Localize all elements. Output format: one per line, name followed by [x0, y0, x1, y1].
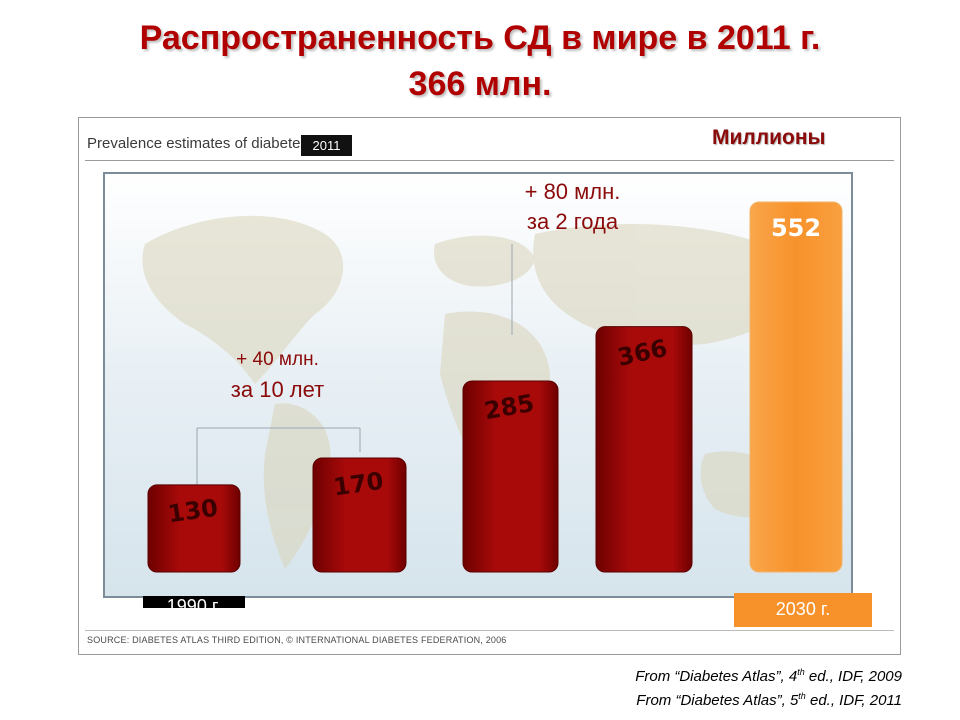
bar-4 — [749, 201, 843, 573]
footnote-1-sup: th — [797, 667, 805, 677]
annotation-second: + 80 млн. за 2 года — [490, 177, 655, 237]
footnote-2-sup: th — [798, 691, 806, 701]
bar-1 — [312, 457, 407, 573]
bar-label-1: 170 — [332, 467, 386, 502]
year-label-first: 1990 г. — [143, 596, 245, 608]
panel-header: Prevalence estimates of diabetes — [87, 135, 308, 152]
page-title-line-2: 366 млн. — [408, 65, 552, 103]
footnote-2: From “Diabetes Atlas”, 5th ed., IDF, 201… — [636, 691, 902, 709]
bar-0 — [147, 484, 241, 573]
footnote-1-suffix: ed., IDF, 2009 — [804, 668, 902, 685]
bar-label-0: 130 — [166, 494, 220, 529]
footnote-1-prefix: From “Diabetes Atlas”, 4 — [635, 668, 798, 685]
bar-label-4: 552 — [771, 214, 821, 242]
footnote-2-prefix: From “Diabetes Atlas”, 5 — [636, 692, 799, 709]
year-label-last: 2030 г. — [734, 593, 872, 627]
source-caption: SOURCE: DIABETES ATLAS THIRD EDITION, © … — [87, 635, 507, 645]
footnote-1: From “Diabetes Atlas”, 4th ed., IDF, 200… — [635, 667, 902, 685]
panel-divider — [85, 160, 894, 161]
annotation-first: + 40 млн. за 10 лет — [195, 345, 360, 405]
bar-3 — [595, 326, 693, 573]
annotation-second-amount: + 80 млн. — [524, 179, 621, 204]
annotation-first-amount: + 40 млн. — [236, 349, 319, 370]
footnote-2-suffix: ed., IDF, 2011 — [805, 692, 902, 709]
source-divider — [85, 630, 894, 631]
bar-2 — [462, 380, 559, 573]
annotation-second-period: за 2 года — [526, 209, 619, 234]
units-label: Миллионы — [712, 126, 826, 149]
annotation-first-period: за 10 лет — [230, 377, 325, 402]
page-title-line-1: Распространенность СД в мире в 2011 г. — [139, 19, 821, 57]
panel-year-badge: 2011 — [301, 135, 352, 156]
